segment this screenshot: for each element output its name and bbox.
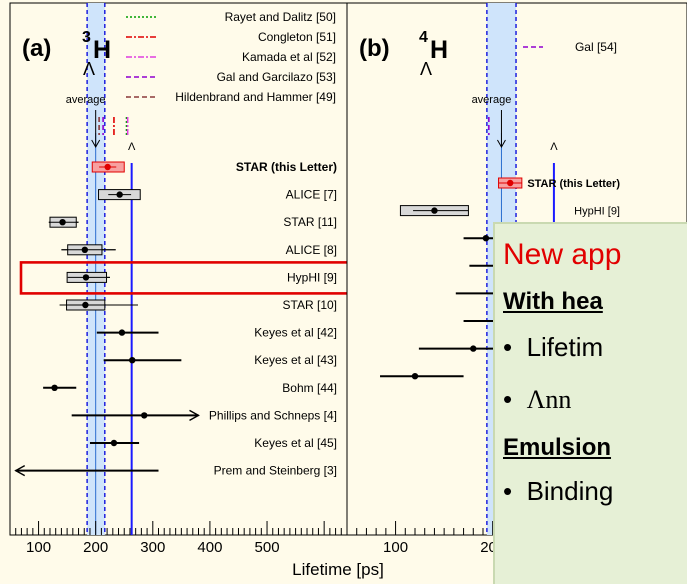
panel-b-measurement-2-point xyxy=(482,235,490,242)
panel-b-nucleus-sub: Λ xyxy=(420,59,432,79)
panel-b-measurement-1-label: HypHI [9] xyxy=(574,206,620,218)
panel-a-lambda-label: Λ xyxy=(128,141,136,153)
panel-a-measurement-9-arrow xyxy=(189,409,200,422)
panel-b-measurement-0-point xyxy=(507,179,514,187)
callout-bullet-1: • Lifetim xyxy=(503,332,604,362)
panel-a-tick-label-2: 300 xyxy=(140,539,165,556)
panel-a-measurement-7-label: Keyes et al [43] xyxy=(254,353,337,367)
panel-a-measurement-6-point xyxy=(118,329,126,336)
panel-a-legend-label-3: Gal and Garcilazo [53] xyxy=(217,70,336,84)
callout-bullet-2: • Λnn xyxy=(503,384,572,414)
panel-a-frame xyxy=(9,2,348,536)
panel-a-measurement-10-point xyxy=(110,439,118,447)
panel-a-tick-label-1: 200 xyxy=(83,539,108,556)
callout-title: New app xyxy=(503,238,622,271)
panel-a-measurement-11-label: Prem and Steinberg [3] xyxy=(214,464,337,478)
callout-bullet-3-text: Binding xyxy=(526,476,614,506)
panel-a-measurement-1-label: ALICE [7] xyxy=(286,188,337,202)
callout-bullet-2-text: Λnn xyxy=(526,385,572,414)
panel-a-nucleus-sub: Λ xyxy=(83,59,95,79)
panel-a-tick-label-3: 400 xyxy=(197,539,222,556)
panel-b-nucleus-mass: 4 xyxy=(419,29,428,46)
x-axis-label: Lifetime [ps] xyxy=(292,560,384,579)
callout-heading-2: Emulsion xyxy=(503,434,612,461)
panel-b-average-arrow-head xyxy=(497,139,506,149)
panel-a-measurement-5-point xyxy=(82,301,89,309)
panel-a-measurement-2-label: STAR [11] xyxy=(283,215,337,229)
panel-a-measurement-5-label: STAR [10] xyxy=(283,298,337,312)
panel-a-measurement-6-label: Keyes et al [42] xyxy=(254,326,337,340)
panel-a-legend-label-4: Hildenbrand and Hammer [49] xyxy=(175,90,336,104)
panel-b-label: (b) xyxy=(359,35,390,62)
panel-a-measurement-0-label: STAR (this Letter) xyxy=(236,160,337,174)
panel-b-legend-label-0: Gal [54] xyxy=(575,40,617,54)
panel-a-measurement-10-label: Keyes et al [45] xyxy=(254,436,337,450)
panel-a-measurement-2-point xyxy=(59,219,66,226)
panel-a-measurement-9-label: Phillips and Schneps [4] xyxy=(209,408,337,422)
panel-a-measurement-4-point xyxy=(82,274,90,281)
panel-a-nucleus-mass: 3 xyxy=(82,29,91,46)
panel-b-average-label: average xyxy=(472,94,512,106)
panel-a-legend-label-2: Kamada et al [52] xyxy=(242,50,336,64)
callout-heading-1: With hea xyxy=(503,288,603,315)
panel-a-measurement-1-point xyxy=(116,191,123,198)
panel-b-lambda-label: Λ xyxy=(550,141,558,153)
callout-box: New app With hea • Lifetim • Λnn Emulsio… xyxy=(493,222,687,584)
panel-a-legend-label-0: Rayet and Dalitz [50] xyxy=(225,10,336,24)
callout-bullet-1-text: Lifetim xyxy=(526,332,604,362)
panel-a-measurement-3-label: ALICE [8] xyxy=(286,243,337,257)
panel-a-label: (a) xyxy=(22,35,51,62)
panel-a-measurement-8-label: Bohm [44] xyxy=(282,381,337,395)
panel-a-measurement-11-arrow xyxy=(14,464,26,477)
panel-a-tick-label-0: 100 xyxy=(26,539,51,556)
panel-b-measurement-6-point xyxy=(470,345,477,352)
panel-a-measurement-9-point xyxy=(141,412,148,419)
panel-a-measurement-8-point xyxy=(51,384,58,391)
panel-b-measurement-7-point xyxy=(411,373,419,380)
panel-a-measurement-7-point xyxy=(129,357,136,364)
panel-a-measurement-3-point xyxy=(81,246,89,253)
panel-a-average-arrow-head xyxy=(91,139,101,149)
panel-a-measurement-4-label: HypHI [9] xyxy=(287,270,337,284)
panel-a-average-label: average xyxy=(66,94,106,106)
panel-b-measurement-1-point xyxy=(431,207,438,214)
panel-a-legend-label-1: Congleton [51] xyxy=(258,30,336,44)
panel-a-tick-label-4: 500 xyxy=(255,539,280,556)
callout-bullet-3: • Binding xyxy=(503,476,614,506)
panel-b-nucleus-symbol: H xyxy=(430,36,448,64)
panel-b-measurement-0-label: STAR (this Letter) xyxy=(527,178,620,190)
panel-a-nucleus-symbol: H xyxy=(93,36,111,64)
panel-b-tick-label-0: 100 xyxy=(383,539,408,556)
panel-a-measurement-0-point xyxy=(104,163,111,171)
